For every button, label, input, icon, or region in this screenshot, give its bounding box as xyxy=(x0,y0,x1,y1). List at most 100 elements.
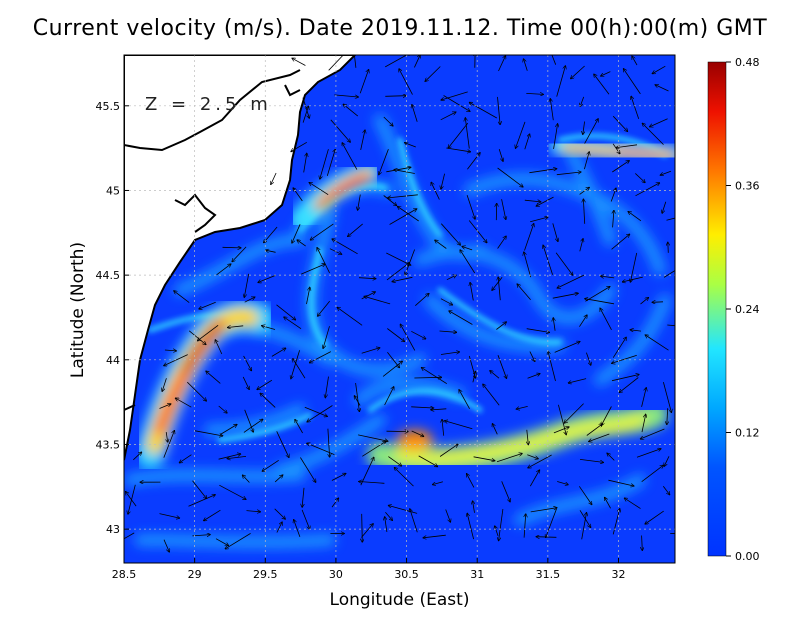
velocity-arrow xyxy=(431,182,440,200)
velocity-arrow xyxy=(557,274,585,288)
velocity-arrow xyxy=(652,65,666,73)
velocity-arrow xyxy=(274,508,286,519)
colorbar-tick-label: 0.36 xyxy=(735,180,760,193)
velocity-arrow xyxy=(524,134,530,150)
velocity-arrow xyxy=(262,326,276,330)
velocity-arrow xyxy=(527,429,529,445)
velocity-arrow xyxy=(497,96,501,125)
velocity-arrow xyxy=(448,122,469,148)
velocity-arrow xyxy=(662,201,667,213)
velocity-arrow xyxy=(641,414,646,433)
velocity-arrow xyxy=(642,123,664,145)
velocity-arrow xyxy=(467,474,475,488)
velocity-arrow xyxy=(411,430,424,436)
velocity-arrow xyxy=(383,195,397,206)
velocity-arrow xyxy=(133,452,141,461)
velocity-arrow xyxy=(260,393,276,408)
plot-frame xyxy=(123,54,676,564)
velocity-arrow xyxy=(199,301,216,309)
velocity-arrow xyxy=(439,444,458,457)
velocity-arrow xyxy=(496,322,506,330)
land-mass xyxy=(124,55,357,461)
velocity-arrow xyxy=(585,299,615,305)
velocity-arrow xyxy=(318,300,331,316)
x-tick-label: 32 xyxy=(611,568,625,581)
velocity-arrow xyxy=(328,55,344,71)
velocity-arrow xyxy=(292,224,301,243)
velocity-arrow xyxy=(625,498,641,509)
velocity-arrow xyxy=(586,424,603,436)
velocity-arrow xyxy=(601,406,612,426)
velocity-arrow xyxy=(440,112,456,121)
velocity-arrow xyxy=(219,425,237,435)
velocity-arrow xyxy=(385,511,392,520)
velocity-arrow xyxy=(612,161,629,173)
velocity-arrow xyxy=(551,55,557,65)
velocity-arrow xyxy=(187,381,206,401)
velocity-arrow xyxy=(642,535,643,551)
northern-jet xyxy=(289,161,381,231)
velocity-arrow xyxy=(568,378,587,383)
velocity-arrow xyxy=(670,533,675,534)
velocity-arrow xyxy=(331,474,346,481)
velocity-arrow xyxy=(418,455,438,467)
velocity-arrow xyxy=(331,498,339,508)
colorbar-tick-label: 0.12 xyxy=(735,427,760,440)
velocity-arrow xyxy=(400,324,416,351)
velocity-arrow xyxy=(440,352,459,355)
velocity-arrow xyxy=(243,419,263,433)
velocity-arrow xyxy=(584,119,599,144)
velocity-arrow xyxy=(388,194,418,198)
velocity-arrow xyxy=(359,482,385,484)
velocity-arrow xyxy=(635,183,660,197)
velocity-arrow xyxy=(466,194,475,219)
velocity-arrow xyxy=(613,211,614,228)
velocity-arrow xyxy=(394,468,414,487)
velocity-arrow xyxy=(291,350,300,378)
velocity-arrow xyxy=(384,387,394,406)
velocity-arrow xyxy=(667,324,675,327)
velocity-arrow xyxy=(571,65,585,79)
velocity-arrow xyxy=(411,407,433,408)
velocity-arrow xyxy=(422,368,448,385)
velocity-arrow xyxy=(630,252,638,282)
colorbar-tick-label: 0.00 xyxy=(735,550,760,563)
velocity-arrow xyxy=(244,297,255,303)
velocity-arrow xyxy=(594,74,610,95)
y-tick-label: 43 xyxy=(106,523,120,536)
velocity-arrow xyxy=(264,226,278,243)
velocity-arrow xyxy=(546,508,557,538)
velocity-arrow xyxy=(244,273,250,297)
velocity-arrow xyxy=(640,298,649,305)
velocity-arrow xyxy=(362,441,386,457)
velocity-arrow xyxy=(630,330,642,331)
velocity-arrow xyxy=(302,106,308,123)
velocity-arrow xyxy=(645,335,669,351)
velocity-arrow xyxy=(611,234,630,250)
velocity-arrow xyxy=(431,409,447,410)
velocity-arrow xyxy=(361,348,380,354)
velocity-arrow xyxy=(222,247,241,248)
velocity-arrows xyxy=(124,55,675,552)
velocity-arrow xyxy=(242,376,249,390)
x-tick-label: 31 xyxy=(470,568,484,581)
velocity-arrow xyxy=(358,278,376,279)
velocity-arrow xyxy=(180,454,192,463)
velocity-arrow xyxy=(608,479,633,486)
velocity-arrow xyxy=(348,223,363,237)
velocity-arrow xyxy=(392,276,413,281)
velocity-arrow xyxy=(304,406,327,416)
velocity-arrow xyxy=(445,421,473,430)
velocity-arrow xyxy=(564,403,584,423)
y-tick-label: 44.5 xyxy=(96,269,121,282)
velocity-arrow xyxy=(579,315,587,327)
velocity-arrow xyxy=(194,430,223,436)
velocity-arrow xyxy=(468,220,487,243)
velocity-arrow xyxy=(664,456,670,466)
x-axis-label: Longitude (East) xyxy=(329,590,470,610)
velocity-arrow xyxy=(303,153,307,173)
velocity-arrow xyxy=(553,427,569,434)
velocity-arrow xyxy=(276,304,296,320)
velocity-arrow xyxy=(607,453,615,461)
velocity-arrow xyxy=(166,432,168,442)
